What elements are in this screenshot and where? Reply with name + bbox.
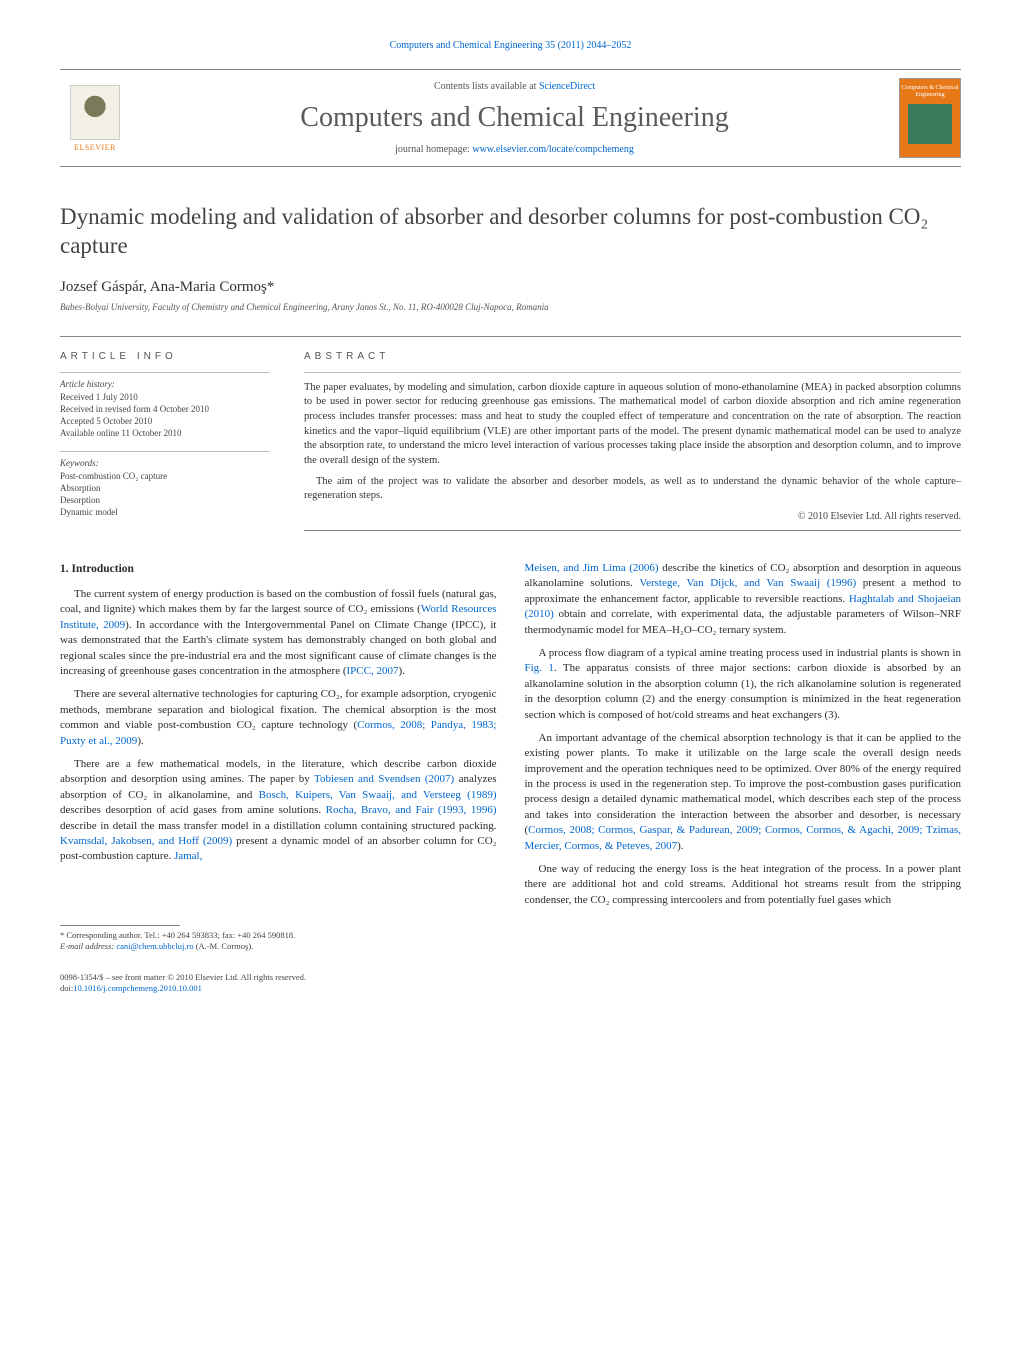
authors-line: Jozsef Gáspár, Ana-Maria Cormoş* (60, 279, 961, 296)
homepage-line: journal homepage: www.elsevier.com/locat… (130, 144, 899, 155)
abstract-bottom-rule (304, 530, 961, 531)
cover-thumb-title: Computers & Chemical Engineering (900, 85, 960, 98)
email-link[interactable]: cani@chem.ubbcluj.ro (116, 941, 193, 951)
text-run: describes desorption of acid gases from … (60, 804, 326, 816)
right-column: Meisen, and Jim Lima (2006) describe the… (525, 561, 962, 952)
contents-prefix: Contents lists available at (434, 81, 539, 92)
citation-link[interactable]: Kvamsdal, Jakobsen, and Hoff (2009) (60, 835, 232, 847)
text-run: ). In accordance with the Intergovernmen… (60, 619, 497, 677)
doi-line: doi:10.1016/j.compchemeng.2010.10.001 (60, 983, 961, 994)
email-suffix: (A.-M. Cormoş). (194, 941, 254, 951)
citation-link[interactable]: Bosch, Kuipers, Van Swaaij, and Versteeg… (259, 789, 497, 801)
history-line: Available online 11 October 2010 (60, 427, 270, 439)
body-para: There are several alternative technologi… (60, 687, 497, 749)
citation-link[interactable]: Cormos, 2008; Cormos, Gaspar, & Padurean… (525, 824, 962, 851)
history-line: Received in revised form 4 October 2010 (60, 403, 270, 415)
email-label: E-mail address: (60, 941, 116, 951)
corresponding-mark: * (267, 279, 275, 295)
journal-name: Computers and Chemical Engineering (130, 102, 899, 134)
publisher-name: ELSEVIER (74, 143, 116, 152)
front-matter-line: 0098-1354/$ – see front matter © 2010 El… (60, 972, 961, 983)
text-run: ). (677, 840, 683, 852)
footnote-line: * Corresponding author. Tel.: +40 264 59… (60, 930, 497, 941)
citation-link[interactable]: Tobiesen and Svendsen (2007) (314, 773, 454, 785)
homepage-link[interactable]: www.elsevier.com/locate/compchemeng (472, 144, 634, 155)
keyword: Absorption (60, 482, 270, 494)
keywords-label: Keywords: (60, 458, 270, 468)
journal-masthead: ELSEVIER Contents lists available at Sci… (60, 69, 961, 167)
elsevier-tree-icon (70, 85, 120, 140)
citation-link[interactable]: Rocha, Bravo, and Fair (1993, 1996) (326, 804, 497, 816)
journal-cover-thumbnail: Computers & Chemical Engineering (899, 78, 961, 158)
text-run: . The apparatus consists of three major … (525, 662, 962, 720)
section-number: 1. (60, 563, 69, 575)
text-run: ). (137, 735, 143, 747)
abstract-block: ABSTRACT The paper evaluates, by modelin… (304, 351, 961, 532)
keyword: Desorption (60, 494, 270, 506)
doi-prefix: doi: (60, 983, 73, 993)
homepage-prefix: journal homepage: (395, 144, 472, 155)
citation-link[interactable]: Meisen, and Jim Lima (2006) (525, 562, 659, 574)
section-title: Introduction (72, 563, 134, 575)
contents-available-line: Contents lists available at ScienceDirec… (130, 81, 899, 92)
abstract-heading: ABSTRACT (304, 351, 961, 362)
sciencedirect-link[interactable]: ScienceDirect (539, 81, 595, 92)
history-label: Article history: (60, 379, 270, 389)
info-abstract-row: ARTICLE INFO Article history: Received 1… (60, 336, 961, 532)
abstract-copyright: © 2010 Elsevier Ltd. All rights reserved… (304, 510, 961, 524)
author-names: Jozsef Gáspár, Ana-Maria Cormoş (60, 279, 267, 295)
section-heading: 1. Introduction (60, 561, 497, 577)
masthead-center: Contents lists available at ScienceDirec… (130, 81, 899, 155)
abstract-para: The paper evaluates, by modeling and sim… (304, 381, 961, 469)
cover-thumb-image (908, 104, 952, 144)
running-header: Computers and Chemical Engineering 35 (2… (60, 40, 961, 51)
abstract-text: The paper evaluates, by modeling and sim… (304, 372, 961, 525)
article-info-heading: ARTICLE INFO (60, 351, 270, 362)
history-line: Accepted 5 October 2010 (60, 415, 270, 427)
keywords-block: Keywords: Post-combustion CO₂ capture Ab… (60, 451, 270, 519)
article-info-block: ARTICLE INFO Article history: Received 1… (60, 351, 270, 532)
footnote-email-line: E-mail address: cani@chem.ubbcluj.ro (A.… (60, 941, 497, 952)
abstract-para: The aim of the project was to validate t… (304, 475, 961, 504)
corresponding-footnote: * Corresponding author. Tel.: +40 264 59… (60, 930, 497, 952)
text-run: An important advantage of the chemical a… (525, 732, 962, 836)
body-para: There are a few mathematical models, in … (60, 757, 497, 865)
body-para: A process flow diagram of a typical amin… (525, 646, 962, 723)
body-columns: 1. Introduction The current system of en… (60, 561, 961, 952)
body-para: Meisen, and Jim Lima (2006) describe the… (525, 561, 962, 638)
text-run: A process flow diagram of a typical amin… (539, 647, 962, 659)
text-run: describe in detail the mass transfer mod… (60, 820, 497, 832)
paper-title: Dynamic modeling and validation of absor… (60, 203, 961, 261)
doi-link[interactable]: 10.1016/j.compchemeng.2010.10.001 (73, 983, 202, 993)
citation-link[interactable]: Jamal, (174, 850, 202, 862)
history-line: Received 1 July 2010 (60, 391, 270, 403)
citation-link[interactable]: Verstege, Van Dijck, and Van Swaaij (199… (639, 577, 856, 589)
body-para: An important advantage of the chemical a… (525, 731, 962, 854)
citation-link[interactable]: IPCC, 2007 (347, 665, 399, 677)
page-footer: 0098-1354/$ – see front matter © 2010 El… (60, 972, 961, 994)
body-para: The current system of energy production … (60, 587, 497, 679)
footnote-rule (60, 925, 180, 926)
text-run: obtain and correlate, with experimental … (525, 608, 962, 635)
affiliation: Babes-Bolyai University, Faculty of Chem… (60, 302, 961, 312)
text-run: ). (398, 665, 404, 677)
figure-link[interactable]: Fig. 1 (525, 662, 554, 674)
body-para: One way of reducing the energy loss is t… (525, 862, 962, 908)
keyword: Dynamic model (60, 506, 270, 518)
keyword: Post-combustion CO₂ capture (60, 470, 270, 482)
left-column: 1. Introduction The current system of en… (60, 561, 497, 952)
publisher-logo: ELSEVIER (60, 78, 130, 158)
article-history-block: Article history: Received 1 July 2010 Re… (60, 372, 270, 440)
